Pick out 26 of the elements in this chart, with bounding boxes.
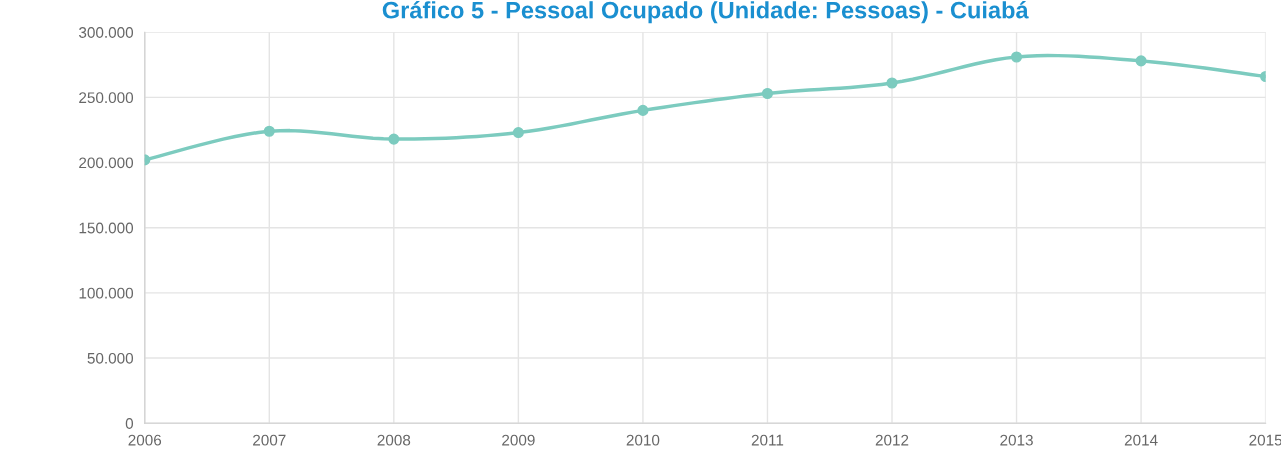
point	[761, 87, 774, 100]
point	[388, 133, 400, 145]
x-tick-label: 2015	[1249, 434, 1281, 446]
x-tick-label: 2006	[128, 434, 162, 446]
y-tick-label: 300.000	[79, 27, 134, 38]
point	[1010, 51, 1023, 63]
point	[886, 77, 898, 89]
x-tick-label: 2013	[1000, 434, 1033, 446]
y-tick-label: 50.000	[87, 352, 134, 364]
x-tick-label: 2008	[377, 434, 411, 446]
y-tick-label: 200.000	[79, 157, 134, 169]
point	[637, 104, 649, 116]
x-tick-label: 2009	[502, 434, 535, 446]
x-tick-label: 2007	[253, 434, 286, 446]
y-tick-label: 0	[125, 418, 134, 429]
point	[512, 127, 524, 139]
x-tick-label: 2011	[751, 434, 784, 446]
y-tick-label: 250.000	[79, 92, 134, 104]
point	[1135, 55, 1147, 67]
x-tick-label: 2010	[626, 434, 660, 446]
point	[263, 125, 275, 137]
x-tick-label: 2014	[1124, 434, 1158, 446]
x-tick-label: 2012	[875, 434, 909, 446]
y-tick-label: 150.000	[79, 222, 134, 234]
y-tick-label: 100.000	[79, 287, 134, 299]
chart-title: Gráfico 5 - Pessoal Ocupado (Unidade: Pessoas) - Cuiabá	[382, 0, 1029, 24]
